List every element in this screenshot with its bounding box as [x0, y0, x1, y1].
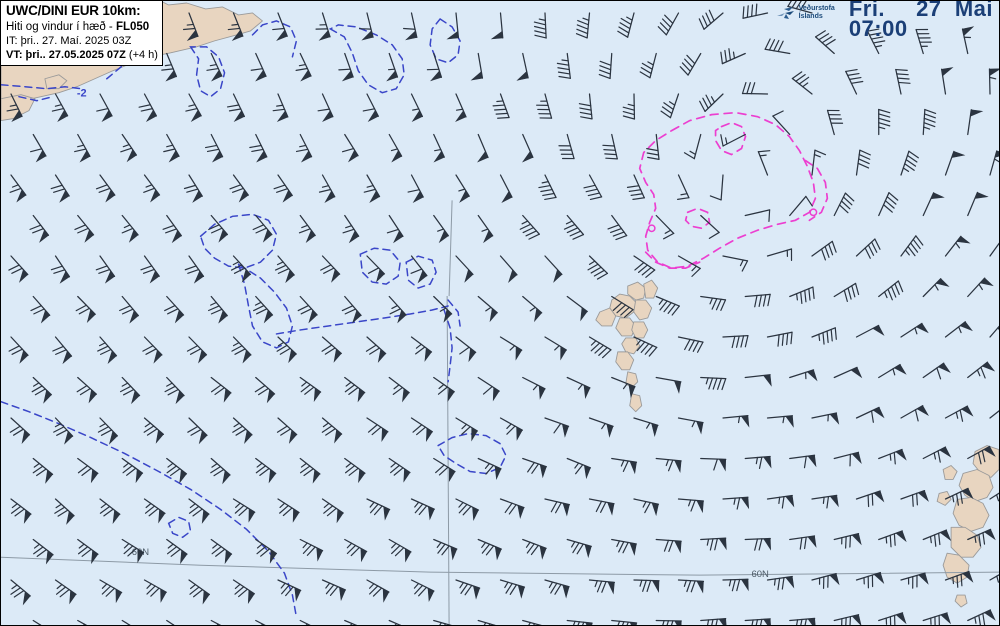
land-islet-a — [44, 74, 68, 90]
map-header: Veðurstofa Íslands Fri. 27 Mai 07:00 — [776, 1, 999, 41]
graticule-meridian-2 — [448, 200, 453, 297]
legend-model-title: UWC/DINI EUR 10km: — [6, 3, 141, 18]
wind-arrow-icon — [776, 7, 794, 19]
isotherm-blue-1 — [1, 83, 82, 90]
isotherm-magenta-east-arc — [804, 159, 829, 222]
isotherm-blue-5 — [429, 17, 461, 64]
datetime-day: 27 — [916, 0, 942, 21]
legend-valid-offset: (+4 h) — [125, 48, 158, 61]
graticule-lat-60n — [1, 556, 999, 576]
isotherm-blue-7 — [199, 213, 278, 269]
isotherm-blue-9 — [275, 305, 449, 335]
datetime-weekday: Fri. — [848, 0, 886, 21]
isotherm-ring-markers — [647, 208, 818, 233]
logo-line-1: Veðurstofa — [798, 5, 835, 13]
legend-product: Hiti og vindur í hæð - FL050 — [6, 20, 158, 34]
datetime-date-line: Fri. 27 Mai — [848, 0, 993, 22]
land-faroe-islands — [595, 279, 659, 413]
legend-init-time: IT: þri.. 27. Maí. 2025 03Z — [6, 35, 132, 48]
ring-marker-east — [809, 208, 818, 217]
isotherm-magenta-main — [638, 111, 817, 270]
isotherm-blue-3 — [189, 46, 226, 98]
logo-text: Veðurstofa Íslands — [799, 5, 835, 21]
isotherm-blue-10 — [359, 247, 401, 285]
isotherm-blue-labels: -2 — [77, 88, 87, 100]
legend-valid-time: VT: þri.. 27.05.2025 07Z (+4 h) — [6, 49, 158, 62]
datetime-month: Mai — [954, 0, 993, 21]
isotherm-blue-8 — [237, 262, 294, 349]
lat-label-right: 60N — [751, 569, 769, 580]
legend-product-text: Hiti og vindur í hæð - — [6, 21, 116, 34]
isotherm-blue-15 — [167, 516, 192, 539]
logo-line-2: Íslands — [798, 13, 823, 20]
legend-valid-label: VT: þri.. 27.05.2025 07Z — [6, 48, 126, 61]
legend-level: FL050 — [115, 21, 150, 34]
isotherm-magenta-inner-a — [714, 121, 747, 156]
isotherm-label-minus2: -2 — [77, 88, 87, 100]
legend-box: UWC/DINI EUR 10km: Hiti og vindur í hæð … — [1, 1, 163, 67]
ring-marker-west — [647, 224, 656, 233]
lat-label-left: 60N — [132, 547, 150, 558]
vedurstofa-logo: Veðurstofa Íslands — [776, 5, 835, 21]
isotherm-blue-16 — [18, 95, 54, 102]
map-datetime: Fri. 27 Mai 07:00 — [848, 0, 993, 42]
